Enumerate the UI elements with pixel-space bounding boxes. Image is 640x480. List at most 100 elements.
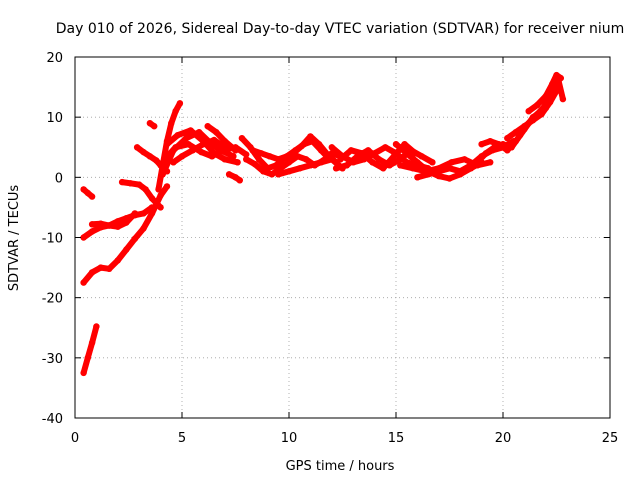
x-tick-label: 15 — [388, 431, 405, 446]
data-point — [328, 144, 335, 151]
data-point — [504, 135, 511, 142]
data-point — [146, 153, 154, 160]
data-point — [414, 159, 421, 166]
data-point — [163, 183, 171, 190]
data-point — [461, 156, 468, 163]
data-point — [268, 171, 276, 178]
x-tick-label: 5 — [178, 431, 186, 446]
data-layer — [80, 71, 567, 377]
data-point — [275, 156, 282, 163]
data-point — [80, 186, 87, 193]
data-point — [446, 175, 453, 182]
data-point — [114, 223, 122, 230]
data-point — [88, 228, 96, 235]
data-point — [114, 257, 122, 264]
data-point — [482, 150, 490, 157]
data-point — [133, 144, 141, 151]
data-point — [538, 111, 545, 118]
data-point — [369, 159, 376, 166]
data-point — [88, 339, 96, 346]
data-point — [446, 165, 453, 172]
series-track-d — [80, 204, 156, 241]
data-point — [309, 138, 316, 145]
data-point — [542, 104, 549, 112]
data-point — [487, 138, 494, 145]
data-point — [238, 135, 246, 142]
data-point — [478, 141, 485, 148]
data-point — [221, 156, 228, 163]
data-point — [390, 153, 398, 160]
data-point — [198, 148, 205, 156]
data-point — [397, 162, 404, 169]
data-point — [210, 150, 218, 157]
data-point — [88, 193, 96, 200]
data-point — [317, 159, 325, 166]
data-point — [302, 156, 310, 163]
data-point — [397, 156, 404, 163]
data-point — [504, 147, 511, 154]
data-point — [525, 108, 532, 115]
data-point — [97, 264, 104, 271]
data-point — [307, 162, 314, 169]
data-point — [142, 186, 149, 193]
data-point — [84, 189, 92, 197]
y-axis-label: SDTVAR / TECUs — [7, 185, 22, 292]
grid-layer — [75, 57, 610, 418]
data-point — [88, 269, 96, 276]
data-point — [347, 147, 355, 154]
data-point — [200, 141, 207, 148]
data-point — [512, 138, 519, 145]
data-point — [80, 234, 87, 241]
data-point — [106, 222, 113, 229]
data-point — [123, 246, 130, 253]
y-tick-label: 20 — [46, 51, 63, 66]
data-point — [176, 100, 184, 107]
data-point — [140, 225, 147, 232]
data-point — [243, 156, 250, 163]
data-point — [153, 157, 160, 164]
data-point — [277, 165, 284, 172]
series-line — [542, 78, 566, 112]
data-point — [296, 165, 303, 172]
data-point — [183, 135, 190, 142]
data-point — [412, 150, 419, 157]
series-track-b — [80, 186, 96, 200]
series-track-a — [80, 323, 100, 377]
chart-title: Day 010 of 2026, Sidereal Day-to-day VTE… — [56, 21, 625, 37]
data-point — [106, 265, 113, 272]
data-point — [225, 171, 233, 178]
data-point — [170, 159, 177, 166]
data-point — [534, 101, 541, 109]
data-point — [457, 168, 464, 175]
data-point — [243, 151, 250, 158]
data-point — [467, 162, 475, 169]
series-track-i — [133, 144, 171, 175]
data-point — [168, 120, 175, 127]
data-point — [487, 159, 494, 166]
data-point — [380, 165, 387, 172]
data-point — [185, 141, 192, 148]
data-point — [418, 153, 425, 160]
data-point — [435, 168, 442, 175]
data-point — [328, 156, 335, 163]
data-point — [80, 279, 87, 286]
data-point — [148, 195, 156, 202]
data-point — [172, 144, 179, 151]
data-point — [157, 162, 164, 169]
data-point — [236, 177, 243, 184]
data-point — [140, 210, 147, 217]
data-point — [332, 165, 340, 172]
data-point — [559, 95, 567, 103]
x-tick-label: 0 — [71, 431, 79, 446]
series-line — [249, 138, 333, 163]
x-axis-label: GPS time / hours — [286, 459, 395, 474]
data-point — [84, 354, 92, 361]
data-point — [159, 171, 166, 178]
data-point — [285, 168, 293, 175]
series-track-n — [204, 123, 239, 154]
data-point — [358, 150, 365, 157]
data-point — [392, 141, 400, 148]
data-point — [260, 168, 267, 175]
series-track-ac — [525, 71, 564, 115]
series-track-ad — [542, 77, 567, 112]
